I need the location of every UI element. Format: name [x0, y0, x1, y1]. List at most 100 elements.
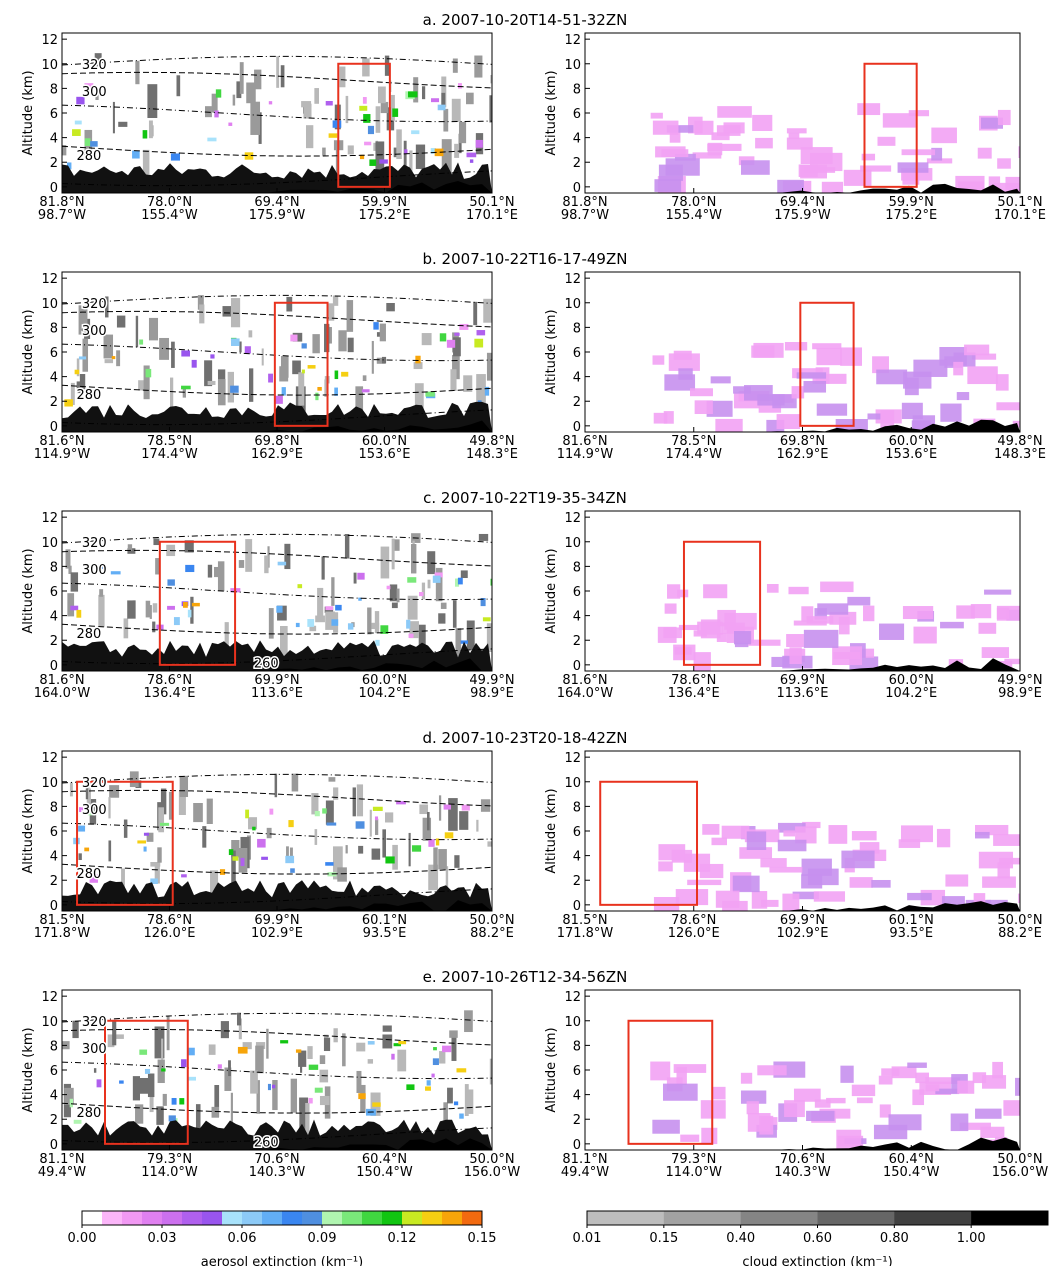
cloud-feature [206, 798, 213, 824]
backscatter-layer [585, 103, 1020, 193]
aerosol-feature [444, 832, 454, 839]
cloud-feature [458, 133, 462, 154]
aerosol-feature [908, 110, 930, 117]
backscatter-layer [585, 821, 1020, 911]
cloud-feature [466, 92, 474, 105]
aerosol-feature [433, 1047, 437, 1051]
cloud-feature [378, 86, 386, 104]
cloud-feature [375, 106, 381, 133]
aerosol-feature [379, 159, 388, 164]
cloud-feature [335, 145, 339, 177]
aerosol-feature [314, 811, 320, 817]
x-tick-label-lon: 140.3°W [249, 1165, 306, 1180]
x-tick-label-lon: 174.4°W [141, 447, 198, 462]
cloud-feature [236, 1012, 241, 1026]
cloud-feature [207, 380, 216, 385]
contour-label: 320 [82, 1015, 107, 1030]
cloud-feature [428, 864, 439, 891]
aerosol-feature [650, 112, 663, 119]
aerosol-feature [334, 387, 338, 396]
cloud-feature [342, 1033, 346, 1067]
aerosol-feature [777, 179, 804, 193]
x-tick-label: 50.0°N [469, 1152, 514, 1167]
aerosol-feature [843, 169, 872, 186]
aerosol-feature [391, 1053, 395, 1060]
cloud-feature [466, 620, 475, 651]
cloud-feature [311, 793, 319, 815]
cloud-feature [427, 579, 431, 589]
cloud-feature [371, 848, 381, 860]
cloud-feature [317, 587, 324, 618]
aerosol-feature [335, 604, 342, 611]
x-tick-label-lon: 114.0°W [141, 1165, 198, 1180]
aerosol-feature [940, 403, 962, 422]
cloud-feature [345, 845, 348, 854]
aerosol-feature [675, 889, 709, 906]
aerosol-feature [657, 626, 677, 643]
cloud-feature [322, 147, 326, 156]
x-tick-label-lon: 164.0°W [34, 686, 91, 701]
cloud-feature [355, 386, 364, 413]
aerosol-feature [439, 333, 447, 342]
cloud-feature [245, 539, 253, 572]
cloud-feature [78, 853, 82, 861]
aerosol-feature [832, 646, 862, 666]
cloud-feature [289, 847, 293, 860]
colorbar-tick-label: 0.01 [573, 1231, 602, 1246]
aerosol-feature [712, 1086, 726, 1100]
cloud-feature [222, 306, 232, 317]
aerosol-feature [733, 631, 752, 645]
aerosol-feature [860, 165, 892, 172]
cloud-feature [305, 125, 314, 149]
x-tick-label: 60.4°N [362, 1152, 407, 1167]
aerosol-feature [475, 139, 483, 148]
contour-label: 280 [76, 1106, 101, 1121]
y-tick-label: 2 [573, 634, 581, 649]
x-tick-label-lon: 175.2°E [359, 208, 411, 223]
cloud-feature [458, 121, 467, 144]
cloud-feature [105, 296, 109, 318]
aerosol-feature [358, 1093, 366, 1100]
cloud-feature [208, 1044, 216, 1055]
aerosol-feature [408, 633, 414, 638]
x-tick-label-lon: 164.0°W [557, 686, 614, 701]
colorbar-swatch [122, 1211, 143, 1225]
aerosol-feature [798, 164, 818, 177]
y-tick-label: 0 [573, 420, 581, 435]
cloud-feature [224, 1067, 232, 1091]
aerosol-feature [187, 1076, 196, 1081]
y-tick-label: 8 [50, 560, 58, 575]
aerosol-feature [676, 1067, 687, 1086]
aerosol-feature [876, 369, 908, 385]
aerosol-feature [431, 98, 440, 103]
aerosol-feature [325, 862, 334, 866]
aerosol-feature [945, 874, 969, 887]
cloud-feature [441, 76, 447, 108]
aerosol-feature [826, 1097, 846, 1104]
isentrope [62, 104, 492, 123]
y-tick-label: 8 [50, 321, 58, 336]
x-tick-label-lon: 126.0°E [668, 926, 720, 941]
colorbar-swatch [587, 1211, 665, 1225]
aerosol-feature [183, 602, 188, 608]
aerosol-feature [245, 809, 250, 819]
aerosol-feature [261, 856, 268, 860]
aerosol-feature [76, 96, 85, 105]
cloud-feature [104, 359, 114, 364]
aerosol-feature [364, 141, 372, 146]
cloud-feature [339, 66, 346, 88]
aerosol-feature [693, 652, 711, 671]
aerosol-feature [230, 385, 239, 393]
aerosol-feature [667, 584, 681, 599]
x-tick-label-lon: 98.9°E [470, 686, 514, 701]
y-tick-label: 6 [573, 585, 581, 600]
colorbar-swatch [402, 1211, 423, 1225]
cloud-feature [427, 811, 430, 831]
y-tick-label: 0 [50, 659, 58, 674]
cloud-feature [452, 600, 457, 628]
isentrope [62, 533, 492, 544]
cloud-feature [256, 1080, 260, 1114]
x-tick-label-lon: 98.9°E [998, 686, 1042, 701]
aerosol-feature [776, 414, 801, 429]
